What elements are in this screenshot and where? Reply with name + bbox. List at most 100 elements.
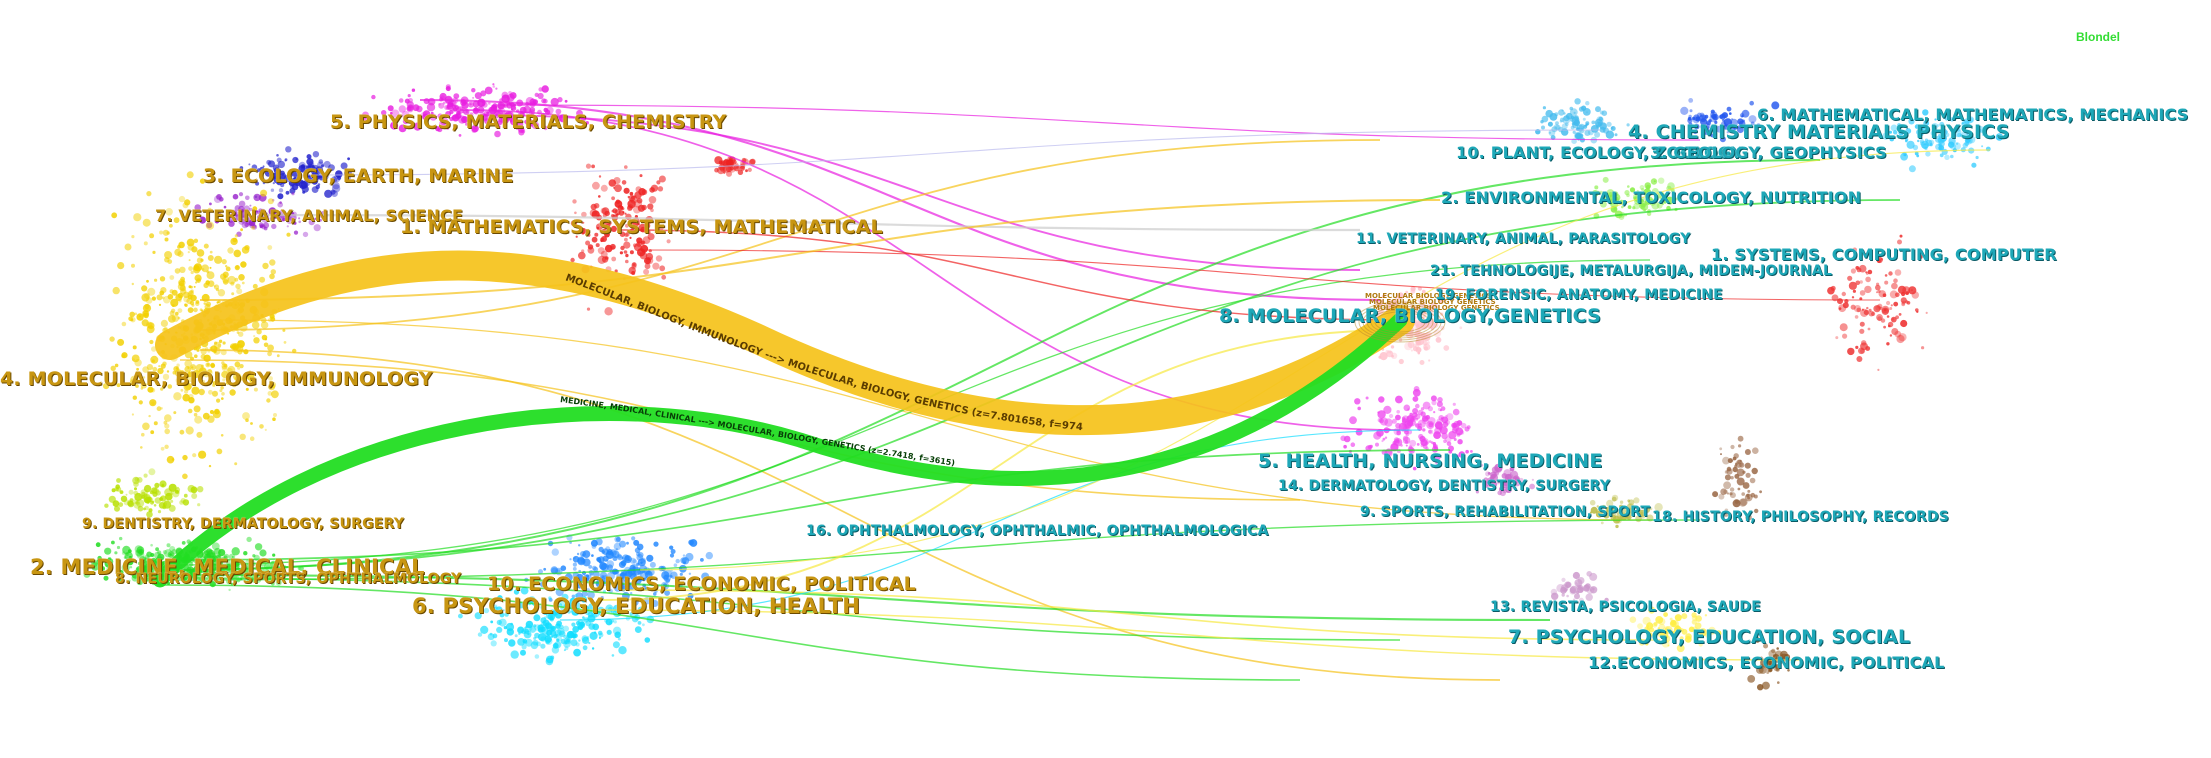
journal-dot bbox=[1487, 480, 1493, 486]
journal-dot bbox=[1576, 584, 1582, 590]
journal-dot bbox=[194, 354, 198, 359]
journal-dot bbox=[112, 286, 120, 295]
journal-dot bbox=[1695, 615, 1702, 622]
journal-dot bbox=[1976, 126, 1985, 134]
left-cluster-label[interactable]: 8. NEUROLOGY, SPORTS, OPHTHALMOLOGY bbox=[115, 571, 462, 587]
left-cluster-label[interactable]: 9. DENTISTRY, DERMATOLOGY, SURGERY bbox=[82, 516, 405, 532]
journal-dot bbox=[148, 414, 151, 418]
right-cluster-label[interactable]: 2. ENVIRONMENTAL, TOXICOLOGY, NUTRITION bbox=[1441, 188, 1862, 207]
journal-dot bbox=[201, 380, 205, 384]
journal-dot bbox=[248, 163, 251, 166]
journal-dot bbox=[1593, 200, 1597, 204]
journal-dot bbox=[209, 266, 212, 269]
journal-dot bbox=[180, 388, 184, 392]
journal-dot bbox=[1404, 420, 1413, 429]
right-cluster-label[interactable]: 21. TEHNOLOGIJE, METALURGIJA, MIDEM-JOUR… bbox=[1430, 263, 1833, 279]
journal-dot bbox=[258, 208, 263, 213]
journal-dot bbox=[222, 378, 226, 382]
journal-dot bbox=[1446, 413, 1454, 421]
right-cluster-label[interactable]: 4. CHEMISTRY MATERIALS PHYSICS bbox=[1628, 121, 2010, 143]
journal-dot bbox=[191, 246, 198, 253]
journal-dot bbox=[1415, 423, 1420, 428]
right-cluster-label[interactable]: 11. VETERINARY, ANIMAL, PARASITOLOGY bbox=[1356, 231, 1691, 247]
right-cluster-label[interactable]: 8. MOLECULAR, BIOLOGY,GENETICS bbox=[1219, 305, 1601, 327]
journal-dot bbox=[1667, 644, 1670, 647]
journal-dot bbox=[1667, 182, 1675, 190]
right-cluster-label[interactable]: 7. PSYCHOLOGY, EDUCATION, SOCIAL bbox=[1508, 626, 1911, 648]
right-cluster-label[interactable]: 5. HEALTH, NURSING, MEDICINE bbox=[1258, 450, 1603, 472]
right-cluster-label[interactable]: 14. DERMATOLOGY, DENTISTRY, SURGERY bbox=[1278, 478, 1611, 494]
left-cluster-label[interactable]: 5. PHYSICS, MATERIALS, CHEMISTRY bbox=[330, 111, 727, 133]
journal-dot bbox=[243, 213, 249, 219]
main-path-molecular-to-genetics[interactable] bbox=[155, 250, 1415, 436]
journal-dot bbox=[1688, 626, 1695, 633]
left-cluster-label[interactable]: 6. PSYCHOLOGY, EDUCATION, HEALTH bbox=[412, 594, 861, 618]
journal-dot bbox=[171, 289, 178, 296]
right-cluster-label[interactable]: 12.ECONOMICS, ECONOMIC, POLITICAL bbox=[1588, 653, 1945, 672]
journal-dot bbox=[178, 299, 182, 303]
journal-dot bbox=[268, 376, 273, 381]
journal-dot bbox=[264, 338, 268, 341]
right-cluster-label[interactable]: 18. HISTORY, PHILOSOPHY, RECORDS bbox=[1652, 509, 1950, 525]
journal-dot bbox=[1411, 415, 1416, 421]
journal-dot bbox=[1590, 136, 1598, 144]
left-cluster-label[interactable]: 7. VETERINARY, ANIMAL, SCIENCE bbox=[155, 206, 464, 225]
journal-dot bbox=[1582, 117, 1586, 121]
journal-dot bbox=[1726, 492, 1730, 495]
right-cluster-label[interactable]: 16. OPHTHALMOLOGY, OPHTHALMIC, OPHTHALMO… bbox=[806, 523, 1269, 539]
left-cluster-label[interactable]: 1. MATHEMATICS, SYSTEMS, MATHEMATICAL bbox=[400, 216, 883, 238]
journal-dot bbox=[1643, 208, 1646, 212]
journal-dot bbox=[1680, 106, 1689, 115]
journal-dot bbox=[1433, 453, 1441, 461]
journal-dot bbox=[598, 175, 602, 178]
journal-dot bbox=[1729, 492, 1733, 496]
journal-dot bbox=[193, 405, 201, 413]
journal-dot bbox=[262, 181, 266, 185]
journal-dot bbox=[1861, 340, 1867, 346]
journal-dot bbox=[477, 632, 483, 637]
right-cluster-label[interactable]: 6. MATHEMATICAL, MATHEMATICS, MECHANICS bbox=[1757, 105, 2189, 124]
journal-dot bbox=[474, 92, 482, 100]
journal-dot bbox=[636, 241, 642, 247]
right-cluster-label[interactable]: 1. SYSTEMS, COMPUTING, COMPUTER bbox=[1711, 245, 2057, 264]
right-cluster-label[interactable]: 10. PLANT, ECOLOGY, ZOOLOGY bbox=[1456, 143, 1743, 162]
right-cluster-label[interactable]: 19. FORENSIC, ANATOMY, MEDICINE bbox=[1435, 287, 1723, 303]
journal-dot bbox=[1379, 352, 1388, 361]
journal-dot bbox=[586, 636, 590, 639]
journal-dot bbox=[1492, 482, 1498, 487]
journal-dot bbox=[489, 632, 493, 636]
journal-dot bbox=[585, 240, 591, 246]
main-path-medicine-to-genetics[interactable] bbox=[152, 312, 1408, 588]
journal-dot bbox=[253, 387, 258, 392]
journal-dot bbox=[118, 576, 124, 582]
journal-dot bbox=[550, 630, 557, 637]
left-cluster-label[interactable]: 2. MEDICINE, MEDICAL, CLINICAL bbox=[30, 555, 425, 579]
journal-dot bbox=[283, 341, 287, 344]
journal-dot bbox=[630, 564, 639, 573]
journal-dot bbox=[196, 348, 200, 352]
journal-dot bbox=[700, 558, 704, 562]
right-cluster-label[interactable]: 13. REVISTA, PSICOLOGIA, SAUDE bbox=[1490, 599, 1761, 615]
journal-dot bbox=[1924, 138, 1929, 142]
left-cluster-label[interactable]: 4. MOLECULAR, BIOLOGY, IMMUNOLOGY bbox=[0, 368, 433, 390]
journal-dot bbox=[205, 221, 215, 230]
right-cluster-label[interactable]: 9. SPORTS, REHABILITATION, SPORT bbox=[1360, 504, 1651, 520]
journal-dot bbox=[129, 566, 133, 569]
right-cluster-label[interactable]: 3. GEOLOGY, GEOPHYSICS bbox=[1650, 143, 1887, 162]
left-cluster-label[interactable]: 10. ECONOMICS, ECONOMIC, POLITICAL bbox=[487, 573, 916, 595]
journal-dot bbox=[1877, 368, 1880, 371]
journal-dot bbox=[273, 413, 277, 417]
journal-dot bbox=[471, 88, 476, 93]
journal-dot bbox=[1876, 256, 1883, 264]
journal-dot bbox=[1619, 504, 1624, 509]
journal-dot bbox=[582, 645, 588, 651]
journal-dot bbox=[267, 198, 274, 205]
journal-dot bbox=[1750, 492, 1756, 498]
left-cluster-label[interactable]: 3. ECOLOGY, EARTH, MARINE bbox=[203, 165, 514, 187]
journal-dot bbox=[256, 329, 262, 335]
journal-dot bbox=[639, 586, 642, 590]
journal-dot bbox=[1732, 456, 1737, 461]
journal-dot bbox=[245, 195, 250, 201]
journal-dot bbox=[104, 560, 113, 568]
